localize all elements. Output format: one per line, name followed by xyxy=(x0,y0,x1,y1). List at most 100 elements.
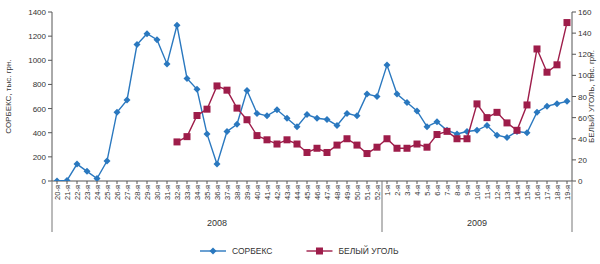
x-tick-label: 18-я xyxy=(553,185,562,200)
x-tick-label: 35-я xyxy=(203,185,212,200)
y2-tick xyxy=(572,159,576,160)
x-tick-label: 23-я xyxy=(83,185,92,200)
marker-square xyxy=(304,149,311,156)
x-tick xyxy=(227,181,228,184)
marker-square xyxy=(434,131,441,138)
marker-square xyxy=(394,145,401,152)
x-tick-label: 28-я xyxy=(133,185,142,200)
x-tick-label: 47-я xyxy=(323,185,332,200)
y-tick xyxy=(48,12,52,13)
x-tick xyxy=(397,181,398,184)
x-tick xyxy=(457,181,458,184)
x-tick xyxy=(77,181,78,184)
marker-diamond xyxy=(134,41,141,48)
x-tick-label: 4-я xyxy=(413,185,422,196)
marker-diamond xyxy=(64,177,71,181)
marker-diamond xyxy=(504,134,511,141)
y-tick xyxy=(48,36,52,37)
x-tick-label: 46-я xyxy=(313,185,322,200)
x-tick xyxy=(337,181,338,184)
legend-label: БЕЛЫЙ УГОЛЬ xyxy=(338,245,398,256)
marker-diamond xyxy=(210,248,217,255)
marker-diamond xyxy=(404,99,411,106)
x-tick xyxy=(87,181,88,184)
marker-square xyxy=(324,149,331,156)
x-axis xyxy=(52,181,572,182)
y-tick-label: 400 xyxy=(33,129,47,138)
marker-diamond xyxy=(414,107,421,114)
marker-square xyxy=(464,135,471,142)
marker-diamond xyxy=(54,178,61,182)
x-tick-label: 38-я xyxy=(233,185,242,200)
x-tick xyxy=(257,181,258,184)
x-tick xyxy=(427,181,428,184)
x-tick xyxy=(507,181,508,184)
x-tick-label: 25-я xyxy=(103,185,112,200)
y-tick-label: 600 xyxy=(33,105,47,114)
x-tick-label: 34-я xyxy=(193,185,202,200)
x-tick xyxy=(377,181,378,184)
x-tick-label: 50-я xyxy=(353,185,362,200)
x-tick xyxy=(177,181,178,184)
x-tick xyxy=(367,181,368,184)
x-tick-label: 48-я xyxy=(333,185,342,200)
marker-diamond xyxy=(204,130,211,137)
x-tick-label: 43-я xyxy=(283,185,292,200)
marker-diamond xyxy=(374,93,381,100)
marker-diamond xyxy=(214,161,221,168)
y-tick xyxy=(48,60,52,61)
x-tick xyxy=(207,181,208,184)
marker-diamond xyxy=(224,128,231,135)
x-tick-label: 52-я xyxy=(373,185,382,200)
x-tick-label: 36-я xyxy=(213,185,222,200)
marker-square xyxy=(274,141,281,148)
marker-diamond xyxy=(274,106,281,113)
y-tick-label: 0 xyxy=(42,177,47,186)
x-tick xyxy=(527,181,528,184)
marker-diamond xyxy=(544,103,551,110)
marker-square xyxy=(424,144,431,151)
marker-diamond xyxy=(184,75,191,82)
x-tick xyxy=(297,181,298,184)
x-tick xyxy=(567,181,568,184)
marker-square xyxy=(364,150,371,157)
x-tick-label: 7-я xyxy=(443,185,452,196)
x-tick xyxy=(267,181,268,184)
x-tick-label: 15-я xyxy=(523,185,532,200)
marker-diamond xyxy=(344,110,351,117)
group-separator xyxy=(52,181,53,232)
marker-diamond xyxy=(94,175,101,181)
marker-diamond xyxy=(314,115,321,122)
x-tick-label: 24-я xyxy=(93,185,102,200)
y-tick-label: 200 xyxy=(33,153,47,162)
x-tick xyxy=(147,181,148,184)
x-tick-label: 49-я xyxy=(343,185,352,200)
y2-tick xyxy=(572,33,576,34)
marker-diamond xyxy=(164,60,171,67)
y2-tick xyxy=(572,75,576,76)
marker-diamond xyxy=(354,112,361,119)
marker-square xyxy=(334,142,341,149)
x-tick-label: 13-я xyxy=(503,185,512,200)
marker-square xyxy=(344,135,351,142)
series-line xyxy=(177,23,567,154)
marker-square xyxy=(314,145,321,152)
x-tick-label: 44-я xyxy=(293,185,302,200)
marker-diamond xyxy=(384,62,391,69)
marker-square xyxy=(174,138,181,145)
marker-square xyxy=(184,133,191,140)
marker-diamond xyxy=(474,127,481,134)
legend-label: СОРБЕКС xyxy=(232,246,272,256)
x-tick xyxy=(417,181,418,184)
marker-diamond xyxy=(194,86,201,93)
marker-diamond xyxy=(294,123,301,130)
marker-square xyxy=(514,127,521,134)
y2-tick-label: 160 xyxy=(578,8,592,17)
x-tick xyxy=(187,181,188,184)
x-tick xyxy=(217,181,218,184)
y2-tick xyxy=(572,181,576,182)
x-tick-label: 2-я xyxy=(393,185,402,196)
marker-square xyxy=(214,82,221,89)
marker-square xyxy=(454,135,461,142)
x-tick xyxy=(237,181,238,184)
